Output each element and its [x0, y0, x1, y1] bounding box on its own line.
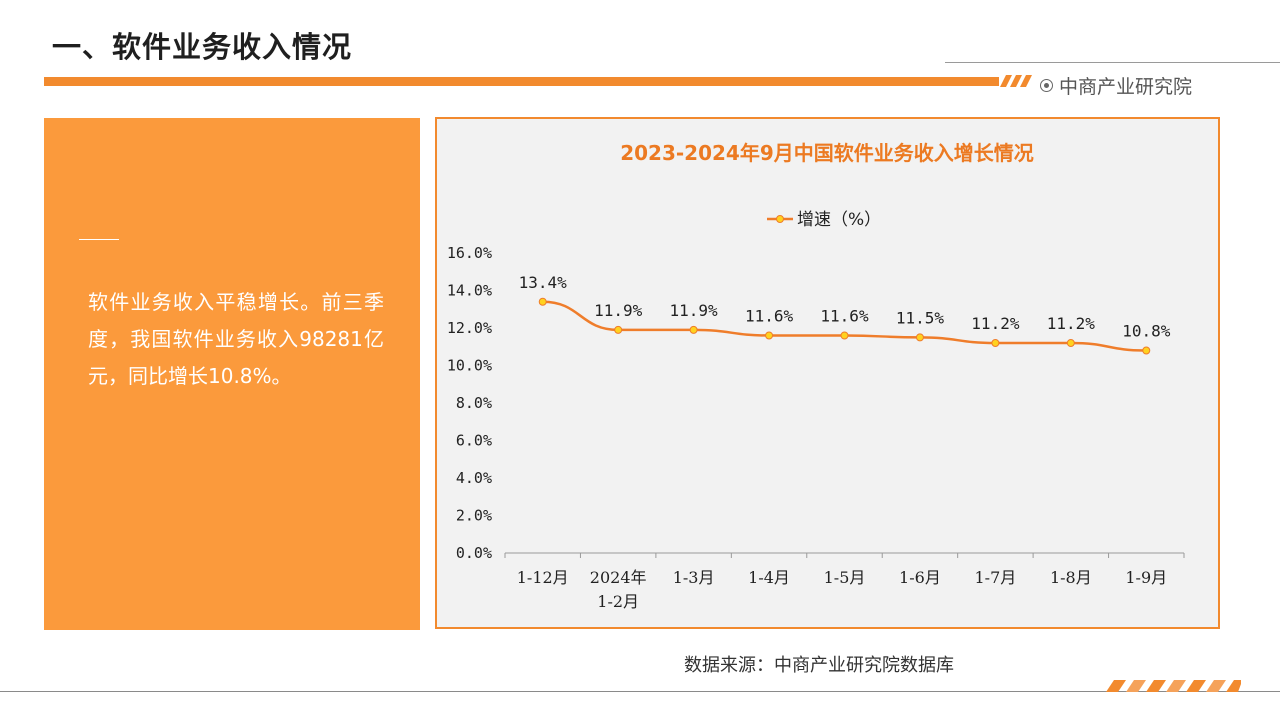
- chart-axes: 0.0% 2.0% 4.0% 6.0% 8.0% 10.0% 12.0% 14.0% 16.0%…: [447, 244, 1185, 611]
- y-tick-label: 6.0%: [456, 432, 492, 450]
- summary-rule: [79, 239, 119, 240]
- data-label: 11.9%: [594, 301, 643, 320]
- chart-series: 13.4% 11.9% 11.9% 11.6% 11.6% 11.5% 11.2% 11.2%…: [519, 273, 1171, 355]
- x-tick-label: 1-9月: [1125, 568, 1167, 587]
- page-title: 一、软件业务收入情况: [52, 30, 353, 64]
- data-point: [991, 339, 1000, 347]
- data-point: [915, 333, 924, 342]
- brand-logo: 中商产业研究院: [1040, 72, 1192, 99]
- brand-name: 中商产业研究院: [1059, 76, 1193, 98]
- data-point: [1142, 346, 1151, 355]
- x-tick-label: 1-7月: [974, 568, 1016, 587]
- y-tick-label: 0.0%: [456, 544, 492, 562]
- x-tick-label: 1-3月: [673, 568, 715, 587]
- data-point: [1066, 339, 1075, 347]
- y-tick-label: 12.0%: [447, 319, 492, 337]
- legend-label: 增速（%）: [797, 210, 881, 230]
- y-tick-label: 8.0%: [456, 394, 492, 412]
- x-tick-label: 1-2月: [597, 592, 639, 611]
- x-tick-label: 1-8月: [1050, 568, 1092, 587]
- data-label: 11.5%: [896, 308, 945, 327]
- data-point: [840, 331, 849, 340]
- data-point: [689, 325, 698, 334]
- footer-stripes-decoration: [1106, 680, 1241, 692]
- summary-text: 软件业务收入平稳增长。前三季度，我国软件业务收入98281亿元，同比增长10.8…: [88, 290, 384, 388]
- data-source: 数据来源：中商产业研究院数据库: [684, 655, 954, 676]
- data-point: [614, 325, 623, 334]
- header-stripes-decoration: [1000, 75, 1032, 87]
- data-label: 13.4%: [519, 273, 568, 292]
- data-point: [538, 297, 547, 306]
- data-point: [765, 331, 774, 340]
- chart-title: 2023-2024年9月中国软件业务收入增长情况: [620, 141, 1034, 165]
- x-tick-label: 1-12月: [517, 568, 569, 587]
- data-label: 11.2%: [1047, 314, 1096, 333]
- y-tick-label: 14.0%: [447, 282, 492, 300]
- footer-line: [0, 691, 1280, 692]
- summary-panel: 软件业务收入平稳增长。前三季度，我国软件业务收入98281亿元，同比增长10.8…: [44, 118, 420, 630]
- data-label: 11.6%: [745, 307, 794, 326]
- data-label: 10.8%: [1122, 322, 1171, 341]
- title-underline-bar: [44, 77, 999, 86]
- y-tick-label: 4.0%: [456, 469, 492, 487]
- data-label: 11.2%: [971, 314, 1020, 333]
- legend-marker: [776, 215, 784, 223]
- data-label: 11.6%: [820, 307, 869, 326]
- y-tick-label: 16.0%: [447, 244, 492, 262]
- chart-panel: 2023-2024年9月中国软件业务收入增长情况 增速（%） 0.0% 2.0% 4…: [435, 117, 1220, 629]
- x-tick-label: 2024年: [590, 568, 647, 587]
- x-tick-label: 1-4月: [748, 568, 790, 587]
- x-tick-label: 1-6月: [899, 568, 941, 587]
- chart-legend: 增速（%）: [767, 210, 881, 230]
- y-tick-label: 2.0%: [456, 507, 492, 525]
- target-icon: [1040, 79, 1053, 92]
- data-label: 11.9%: [670, 301, 719, 320]
- header-divider-line: [945, 62, 1280, 63]
- y-tick-label: 10.0%: [447, 357, 492, 375]
- x-tick-label: 1-5月: [824, 568, 866, 587]
- growth-line-chart: 2023-2024年9月中国软件业务收入增长情况 增速（%） 0.0% 2.0% 4…: [447, 141, 1185, 611]
